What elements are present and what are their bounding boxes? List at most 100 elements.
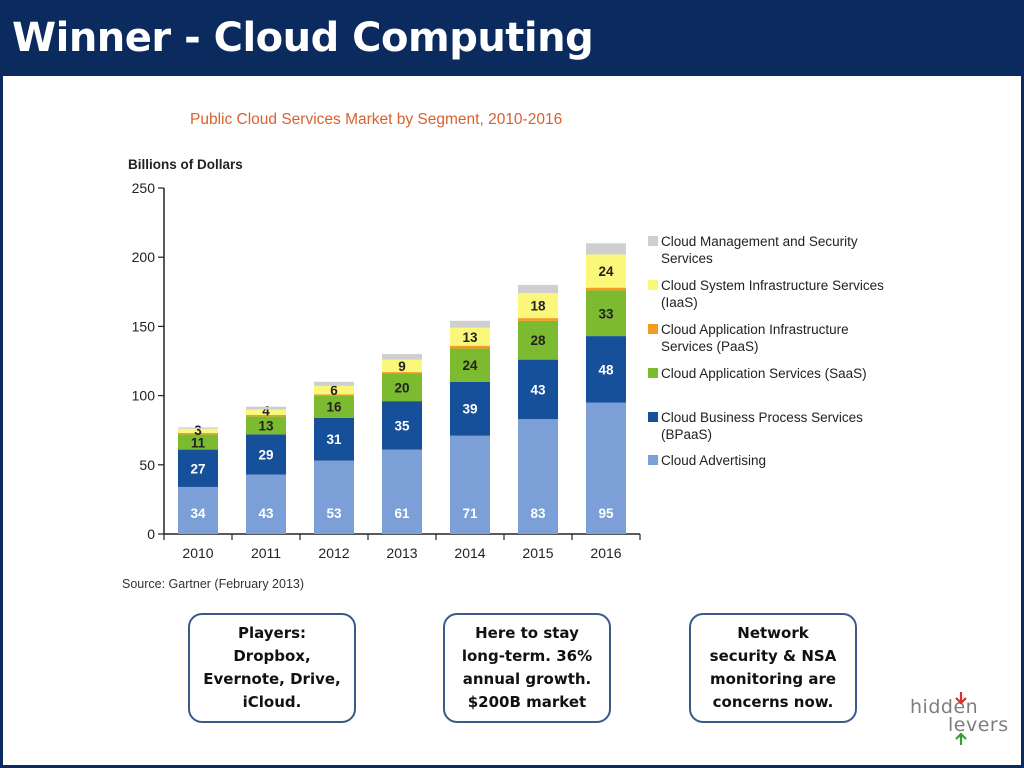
bar-segment xyxy=(178,428,218,433)
bar-segment xyxy=(178,432,218,435)
bar-segment xyxy=(586,402,626,534)
bar-segment xyxy=(518,359,558,420)
legend-swatch xyxy=(648,324,658,334)
legend-label: Services (PaaS) xyxy=(661,339,759,354)
data-label: 24 xyxy=(598,264,614,279)
legend-swatch xyxy=(648,236,658,246)
bar-segment xyxy=(246,409,286,415)
chart-source: Source: Gartner (February 2013) xyxy=(122,577,305,591)
bar-segment xyxy=(246,474,286,534)
bar-segment xyxy=(382,401,422,450)
logo-arrows-icon xyxy=(955,692,967,745)
data-label: 33 xyxy=(598,306,614,321)
bar-segment xyxy=(246,416,286,435)
data-label: 71 xyxy=(462,506,478,521)
data-label: 16 xyxy=(326,400,342,415)
legend-label: Cloud Application Infrastructure xyxy=(661,322,849,337)
bar-segment xyxy=(518,320,558,360)
x-tick-label: 2012 xyxy=(318,545,349,561)
data-label: 18 xyxy=(530,299,546,314)
data-label: 13 xyxy=(258,418,274,433)
data-label: 6 xyxy=(330,383,338,398)
data-label: 9 xyxy=(398,359,406,374)
bar-segment xyxy=(382,449,422,534)
bar-segment xyxy=(382,372,422,374)
y-tick-label: 150 xyxy=(132,318,156,334)
bar-segment xyxy=(246,406,286,410)
y-tick-label: 200 xyxy=(132,249,156,265)
legend-swatch xyxy=(648,412,658,422)
legend-label: Cloud Business Process Services xyxy=(661,410,863,425)
data-label: 24 xyxy=(462,358,478,373)
bar-segment xyxy=(382,354,422,360)
x-tick-label: 2011 xyxy=(251,545,281,561)
chart-title: Public Cloud Services Market by Segment,… xyxy=(190,111,563,128)
data-label: 27 xyxy=(190,461,205,476)
x-tick-label: 2014 xyxy=(454,545,485,561)
bar-segment xyxy=(586,254,626,288)
legend-swatch xyxy=(648,455,658,465)
data-label: 48 xyxy=(598,362,614,377)
y-tick-label: 50 xyxy=(139,457,155,473)
legend-swatch xyxy=(648,280,658,290)
bar-segment xyxy=(450,327,490,346)
bar-segment xyxy=(586,290,626,337)
bar-segment xyxy=(586,287,626,291)
data-label: 4 xyxy=(262,403,270,418)
legend-label: Services xyxy=(661,251,713,266)
bar-segment xyxy=(178,427,218,429)
bar-segment xyxy=(382,359,422,373)
bar-segment xyxy=(314,394,354,396)
bar-segment xyxy=(314,385,354,395)
hiddenlevers-logo: hidden levers xyxy=(908,690,1008,746)
bar-segment xyxy=(586,243,626,255)
y-tick-label: 100 xyxy=(132,388,156,404)
data-label: 28 xyxy=(530,333,546,348)
bar-segment xyxy=(518,284,558,294)
legend-label: (IaaS) xyxy=(661,295,698,310)
data-label: 29 xyxy=(258,447,273,462)
data-label: 11 xyxy=(191,435,206,450)
bar-segment xyxy=(178,486,218,534)
legend-label: Cloud System Infrastructure Services xyxy=(661,278,884,293)
y-axis-label: Billions of Dollars xyxy=(128,157,243,172)
bar-segment xyxy=(246,414,286,417)
bar-segment xyxy=(382,373,422,402)
bar-segment xyxy=(450,345,490,349)
bar-segment xyxy=(586,336,626,403)
x-tick-label: 2010 xyxy=(182,545,213,561)
slide-header: Winner - Cloud Computing xyxy=(0,0,1024,76)
slide-title: Winner - Cloud Computing xyxy=(12,15,594,61)
data-label: 39 xyxy=(462,402,477,417)
legend-label: (BPaaS) xyxy=(661,427,712,442)
bar-segment xyxy=(314,460,354,534)
data-label: 43 xyxy=(258,506,274,521)
legend-label: Cloud Application Services (SaaS) xyxy=(661,366,867,381)
bar-segment xyxy=(518,419,558,534)
data-label: 34 xyxy=(190,506,206,521)
legend-label: Cloud Advertising xyxy=(661,453,766,468)
y-tick-label: 250 xyxy=(132,180,156,196)
bar-segment xyxy=(450,320,490,328)
callout-players: Players: Dropbox, Evernote, Drive, iClou… xyxy=(188,613,356,723)
bar-segment xyxy=(314,381,354,386)
data-label: 20 xyxy=(394,380,409,395)
data-label: 53 xyxy=(326,506,342,521)
data-label: 95 xyxy=(598,506,614,521)
x-tick-label: 2016 xyxy=(590,545,621,561)
legend-swatch xyxy=(648,368,658,378)
bar-segment xyxy=(450,348,490,382)
bar-segment xyxy=(314,417,354,461)
bar-segment xyxy=(314,395,354,418)
bar-segment xyxy=(450,435,490,534)
y-tick-label: 0 xyxy=(147,526,155,542)
callout-security: Network security & NSA monitoring are co… xyxy=(689,613,857,723)
data-label: 31 xyxy=(326,432,342,447)
bar-segment xyxy=(450,381,490,436)
data-label: 43 xyxy=(530,382,546,397)
callout-growth: Here to stay long-term. 36% annual growt… xyxy=(443,613,611,723)
logo-word-levers: levers xyxy=(948,714,1009,736)
x-tick-label: 2015 xyxy=(522,545,553,561)
bar-segment xyxy=(246,434,286,475)
